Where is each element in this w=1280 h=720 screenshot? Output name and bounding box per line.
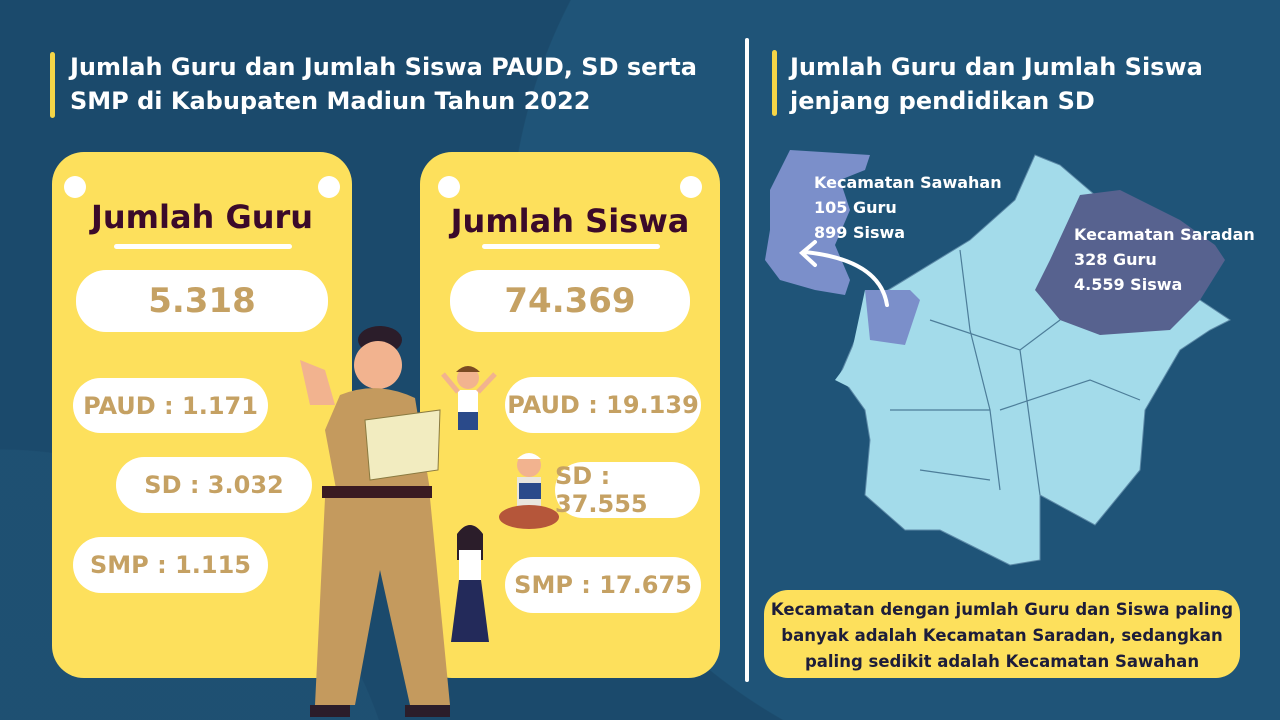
heading-underline <box>114 244 292 249</box>
guru-card: Jumlah Guru 5.318 PAUD : 1.171 SD : 3.03… <box>52 152 352 678</box>
saradan-guru: 328 Guru <box>1074 250 1157 269</box>
madiun-district-map <box>765 150 1231 566</box>
saradan-label: Kecamatan Saradan 328 Guru 4.559 Siswa <box>1074 222 1255 297</box>
siswa-smp: SMP : 17.675 <box>505 557 701 613</box>
map-sawahan-region <box>765 150 920 345</box>
sawahan-guru: 105 Guru <box>814 198 897 217</box>
right-title: Jumlah Guru dan Jumlah Siswa jenjang pen… <box>790 53 1203 115</box>
sawahan-label: Kecamatan Sawahan 105 Guru 899 Siswa <box>814 170 1002 245</box>
map-saradan-region <box>1035 190 1225 335</box>
map-boundaries <box>890 249 1141 496</box>
siswa-total: 74.369 <box>450 270 690 332</box>
student-reading-illustration <box>499 453 559 529</box>
siswa-heading: Jumlah Siswa <box>450 202 690 240</box>
siswa-sd: SD : 37.555 <box>555 462 700 518</box>
summary-note: Kecamatan dengan jumlah Guru dan Siswa p… <box>764 590 1240 678</box>
student-girl-illustration <box>451 525 489 642</box>
card-hole <box>318 176 340 198</box>
saradan-siswa: 4.559 Siswa <box>1074 275 1183 294</box>
section-divider <box>745 38 749 682</box>
card-hole <box>680 176 702 198</box>
card-hole <box>438 176 460 198</box>
left-title: Jumlah Guru dan Jumlah Siswa PAUD, SD se… <box>70 53 697 115</box>
guru-smp: SMP : 1.115 <box>73 537 268 593</box>
guru-heading: Jumlah Guru <box>90 198 314 236</box>
guru-sd: SD : 3.032 <box>116 457 312 513</box>
teacher-illustration <box>300 326 450 717</box>
guru-paud: PAUD : 1.171 <box>73 378 268 433</box>
arrow-icon <box>798 240 889 307</box>
student-boy-illustration <box>441 366 497 430</box>
title-accent-bar <box>50 52 55 118</box>
heading-underline <box>482 244 660 249</box>
guru-total: 5.318 <box>76 270 328 332</box>
card-hole <box>64 176 86 198</box>
sawahan-siswa: 899 Siswa <box>814 223 906 242</box>
title-accent-bar <box>772 50 777 116</box>
saradan-name: Kecamatan Saradan <box>1074 225 1255 244</box>
siswa-paud: PAUD : 19.139 <box>505 377 701 433</box>
sawahan-name: Kecamatan Sawahan <box>814 173 1002 192</box>
